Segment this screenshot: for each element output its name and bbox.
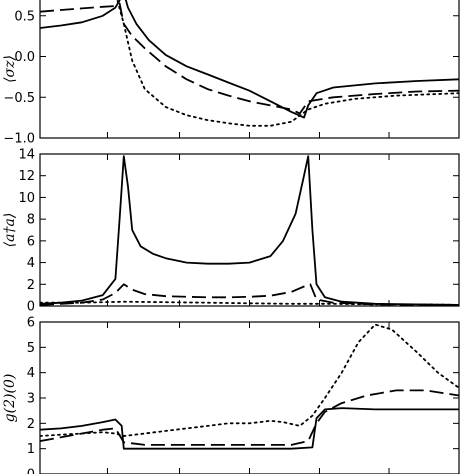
axes-frame: [39, 0, 460, 139]
y-tick-label: 10: [18, 191, 35, 206]
y-tick-label: 0.5: [14, 9, 35, 24]
y-tick-label: −1.0: [3, 132, 35, 147]
y-tick-label: −0.5: [3, 91, 35, 106]
series-dotted-line: [40, 323, 459, 437]
y-tick-label: 0: [27, 300, 35, 315]
y-tick-label: 5: [27, 341, 35, 356]
y-tick-label: 12: [18, 169, 35, 184]
y-tick-label: 0: [27, 468, 35, 474]
series-solid-line: [40, 407, 459, 450]
photon-number-panel: 0 2 4 6 8 10 12 14 ⟨a†a⟩: [2, 148, 460, 315]
series-dotted-line: [116, 0, 459, 127]
y-tick-label: 14: [18, 148, 35, 163]
y-tick-label: 8: [27, 213, 35, 228]
y-axis-label: g(2)(0): [2, 374, 18, 423]
y-tick-label: 6: [27, 234, 35, 249]
y-axis-label: ⟨a†a⟩: [2, 213, 18, 248]
series-dashed-line: [40, 2, 459, 115]
y-axis-label: ⟨σz⟩: [2, 55, 18, 83]
y-tick-label: 4: [27, 256, 35, 271]
axes-frame: [39, 153, 460, 307]
y-tick-label: 2: [27, 417, 35, 432]
y-tick-label: 4: [27, 366, 35, 381]
axes-frame: [39, 321, 460, 474]
series-solid-line: [40, 0, 459, 119]
sigma-z-panel: −1.0 −0.5 0.0 0.5 ⟨σz⟩: [2, 0, 460, 147]
y-tick-label: 6: [27, 316, 35, 331]
y-tick-label: 1: [27, 442, 35, 457]
g2-panel: 0 1 2 3 4 5 6 g(2)(0): [2, 316, 460, 474]
y-tick-label: 2: [27, 278, 35, 293]
series-dashed-line: [40, 389, 459, 446]
series-solid-line: [40, 155, 459, 306]
y-tick-label: 0.0: [14, 50, 35, 65]
series-dashed-line: [40, 283, 459, 306]
y-tick-label: 3: [27, 392, 35, 407]
